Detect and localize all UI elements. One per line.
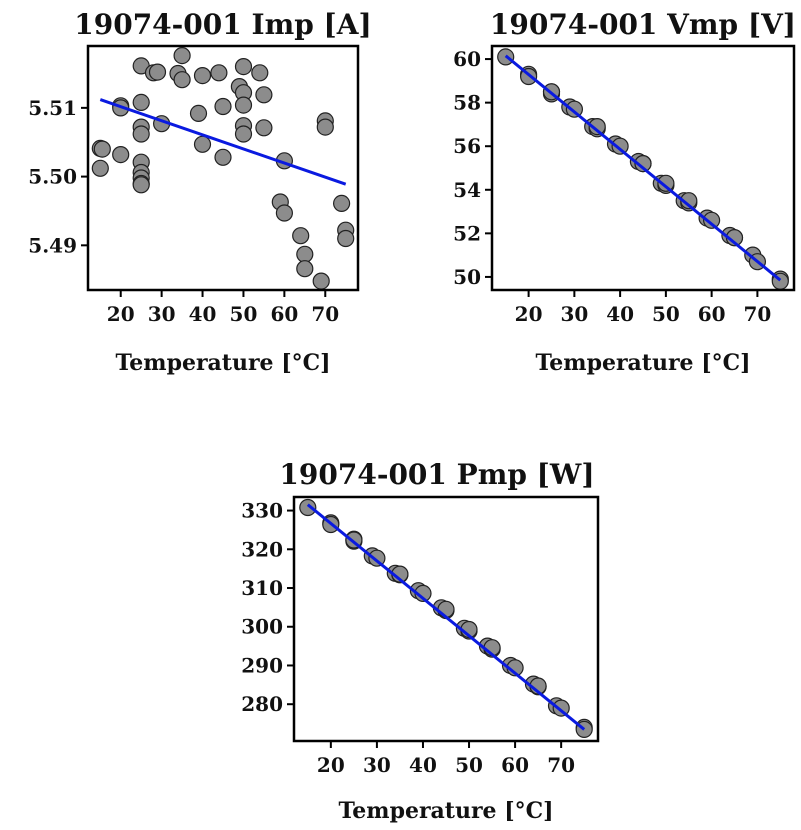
vmp-plot-frame [490,44,796,292]
imp-data-point [296,260,314,278]
imp-data-point [132,93,150,112]
vmp-fit-line [504,54,782,282]
vmp-y-tick-label: 50 [453,265,481,289]
imp-data-point [148,63,167,81]
imp-data-point [255,86,273,104]
vmp-y-tick-label: 58 [453,91,481,115]
imp-data-point [312,272,330,290]
imp-data-point [132,176,150,194]
imp-x-tick-label: 20 [107,302,135,326]
imp-data-point [193,135,212,153]
imp-y-tick-label: 5.49 [28,233,77,257]
pmp-x-tick-label: 50 [455,753,483,777]
pmp-data-point [437,600,455,618]
imp-fit-line [99,98,347,186]
imp-data-point [214,148,232,166]
vmp-x-tick-label: 60 [698,302,726,326]
imp-data-point [112,146,130,164]
vmp-y-tick-label: 56 [453,134,481,158]
pmp-y-tick-label: 280 [241,692,283,716]
imp-data-point [255,119,273,137]
imp-x-tick-label: 50 [230,302,258,326]
imp-data-point [292,227,310,245]
imp-x-tick-label: 70 [311,302,339,326]
imp-plot-frame [86,44,360,292]
pmp-y-tick-label: 300 [241,615,283,639]
imp-data-point [91,159,109,177]
pmp-y-tick-label: 310 [241,576,283,600]
pmp-y-tick-label: 290 [241,653,283,677]
vmp-chart: 19074-001 Vmp [V] Temperature [°C] 20 30 4… [453,8,796,376]
imp-chart: 19074-001 Imp [A] Temperature [°C] 20 30 4… [28,8,371,376]
imp-y-tick-label: 5.51 [28,96,77,120]
pmp-x-tick-label: 20 [317,753,345,777]
pmp-y-tick-label: 320 [241,537,283,561]
pmp-x-tick-label: 60 [501,753,529,777]
vmp-x-tick-label: 70 [743,302,771,326]
vmp-data-point [565,100,584,118]
vmp-x-tick-label: 20 [515,302,543,326]
imp-data-point [173,46,191,65]
imp-data-point [234,125,253,143]
imp-data-point [316,118,334,136]
imp-data-point [251,64,269,82]
vmp-x-tick-label: 50 [652,302,680,326]
pmp-data-point [299,498,317,517]
imp-data-point [214,97,232,116]
vmp-data-point [611,137,629,155]
vmp-y-tick-label: 54 [453,178,481,202]
imp-data-point [93,140,111,158]
pmp-plot-frame [292,495,600,743]
imp-data-point [333,194,351,212]
vmp-data-point [634,155,652,173]
vmp-y-tick-label: 60 [453,47,481,71]
pmp-x-tick-label: 70 [547,753,575,777]
pmp-chart: 19074-001 Pmp [W] Temperature [°C] 20 30 4… [241,458,600,824]
vmp-data-point [588,117,606,136]
imp-data-point [173,71,191,89]
imp-data-point [234,96,253,114]
imp-y-tick-label: 5.50 [28,165,77,189]
vmp-chart-xlabel: Temperature [°C] [535,350,750,376]
imp-data-point [132,125,150,143]
pmp-x-tick-label: 30 [363,753,391,777]
imp-data-point [296,245,314,263]
imp-data-point [193,66,212,85]
vmp-data-point [657,174,675,192]
imp-data-point [234,57,253,76]
imp-x-tick-label: 30 [148,302,176,326]
pmp-fit-line [306,503,586,731]
imp-chart-title: 19074-001 Imp [A] [74,8,372,41]
vmp-x-tick-label: 40 [606,302,634,326]
imp-data-point [189,104,208,123]
imp-x-tick-label: 40 [189,302,217,326]
vmp-x-tick-label: 30 [560,302,588,326]
imp-data-point [210,64,228,82]
imp-data-point [275,204,293,222]
vmp-chart-title: 19074-001 Vmp [V] [490,8,796,41]
imp-data-point [337,229,355,248]
pmp-chart-xlabel: Temperature [°C] [338,798,553,824]
vmp-y-tick-label: 52 [453,221,481,245]
pmp-x-tick-label: 40 [409,753,437,777]
imp-x-tick-label: 60 [270,302,298,326]
pmp-y-tick-label: 330 [241,499,283,523]
imp-chart-xlabel: Temperature [°C] [115,350,330,376]
pmp-chart-title: 19074-001 Pmp [W] [279,458,594,491]
vmp-data-point [702,211,721,229]
